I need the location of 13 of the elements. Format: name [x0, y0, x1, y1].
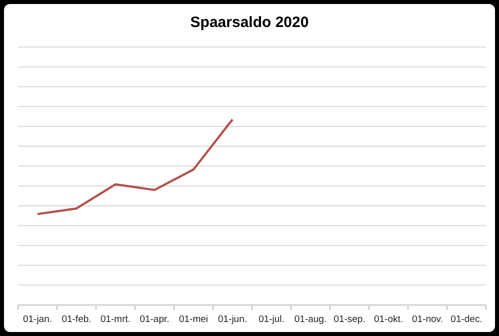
x-tick-label: 01-jun. [218, 314, 248, 325]
x-tick-label: 01-aug. [294, 314, 327, 325]
x-tick-label: 01-mei [178, 314, 208, 325]
x-tick-label: 01-dec. [450, 314, 482, 325]
x-tick-label: 01-nov. [412, 314, 443, 325]
x-tick-label: 01-feb. [62, 314, 92, 325]
chart-title: Spaarsaldo 2020 [190, 14, 309, 31]
x-tick-label: 01-mrt. [100, 314, 131, 325]
x-tick-label: 01-okt. [374, 314, 404, 325]
x-tick-label: 01-jan. [22, 314, 52, 325]
x-tick-label: 01-sep. [334, 314, 366, 325]
x-tick-label: 01-jul. [258, 314, 284, 325]
x-tick-label: 01-apr. [140, 314, 170, 325]
